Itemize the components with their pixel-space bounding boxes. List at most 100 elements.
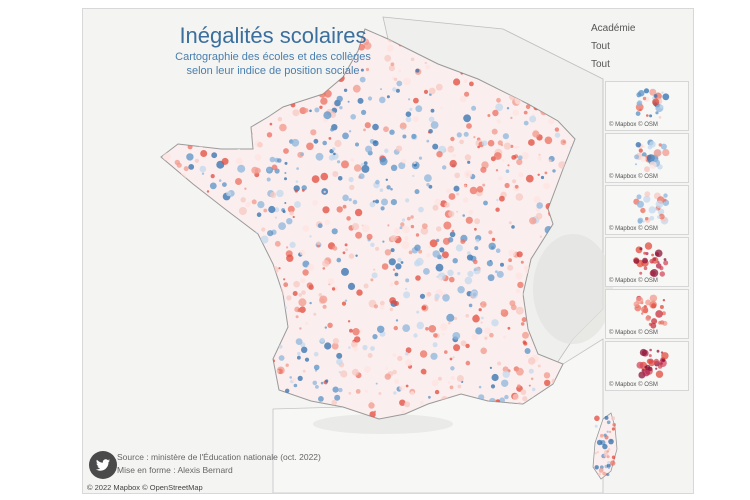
- school-dot: [386, 185, 391, 190]
- school-dot: [178, 227, 186, 236]
- academie-filter-dropdown[interactable]: Tout: [591, 41, 610, 52]
- secondary-filter-dropdown[interactable]: Tout: [591, 59, 610, 70]
- school-dot: [548, 159, 552, 163]
- school-dot: [235, 157, 243, 165]
- school-dot: [447, 321, 451, 325]
- map-frame[interactable]: Inégalités scolaires Cartographie des éc…: [82, 8, 694, 494]
- school-dot: [604, 415, 609, 420]
- inset-dot: [633, 301, 640, 307]
- school-dot: [198, 282, 205, 289]
- school-dot: [348, 253, 355, 259]
- school-dot: [176, 393, 182, 398]
- school-dot: [518, 155, 523, 160]
- school-dot: [515, 306, 524, 315]
- school-dot: [250, 295, 258, 303]
- inset-map-6[interactable]: © Mapbox © OSM: [605, 341, 689, 391]
- school-dot: [348, 346, 351, 349]
- school-dot: [459, 139, 464, 145]
- school-dot: [209, 182, 217, 190]
- school-dot: [365, 145, 373, 153]
- school-dot: [289, 95, 296, 102]
- school-dot: [448, 210, 455, 217]
- school-dot: [492, 109, 499, 117]
- school-dot: [392, 369, 397, 375]
- school-dot: [402, 134, 407, 139]
- inset-map-1[interactable]: © Mapbox © OSM: [605, 81, 689, 131]
- school-dot: [603, 433, 607, 437]
- inset-dot: [635, 163, 637, 166]
- school-dot: [436, 238, 440, 242]
- school-dot: [218, 179, 222, 182]
- school-dot: [508, 249, 516, 257]
- school-dot: [332, 171, 339, 177]
- school-dot: [209, 400, 212, 403]
- map-attribution[interactable]: © 2022 Mapbox © OpenStreetMap: [87, 483, 203, 492]
- school-dot: [465, 314, 470, 318]
- inset-map-5-attribution: © Mapbox © OSM: [609, 330, 658, 336]
- school-dot: [161, 360, 163, 368]
- school-dot: [332, 245, 338, 251]
- inset-dot: [659, 305, 664, 309]
- school-dot: [386, 95, 390, 99]
- school-dot: [405, 198, 410, 203]
- school-dot: [196, 387, 201, 391]
- school-dot: [457, 384, 462, 389]
- school-dot: [249, 383, 256, 390]
- school-dot: [300, 152, 305, 157]
- school-dot: [328, 154, 335, 161]
- twitter-icon[interactable]: [89, 451, 117, 479]
- school-dot: [507, 264, 514, 271]
- school-dot: [165, 299, 169, 303]
- school-dot: [278, 355, 285, 361]
- inset-map-2[interactable]: © Mapbox © OSM: [605, 133, 689, 183]
- school-dot: [456, 210, 459, 213]
- school-dot: [447, 269, 454, 276]
- school-dot: [453, 185, 460, 192]
- school-dot: [443, 292, 446, 295]
- school-dot: [291, 377, 296, 383]
- school-dot: [163, 392, 167, 396]
- school-dot: [259, 270, 262, 273]
- inset-dot: [655, 111, 659, 115]
- school-dot: [177, 388, 181, 393]
- school-dot: [453, 316, 458, 321]
- school-dot: [311, 175, 320, 184]
- school-dot: [320, 97, 328, 105]
- school-dot: [602, 471, 606, 476]
- school-dot: [276, 370, 280, 373]
- school-dot: [347, 320, 351, 323]
- school-dot: [327, 278, 335, 285]
- school-dot: [212, 378, 219, 385]
- school-dot: [239, 304, 244, 309]
- school-dot: [465, 360, 471, 366]
- school-dot: [554, 127, 560, 132]
- inset-map-3[interactable]: © Mapbox © OSM: [605, 185, 689, 235]
- inset-dot: [649, 88, 657, 96]
- inset-map-4[interactable]: © Mapbox © OSM: [605, 237, 689, 287]
- school-dot: [453, 78, 461, 86]
- school-dot: [544, 379, 551, 387]
- school-dot: [532, 130, 540, 138]
- school-dot: [428, 184, 433, 189]
- school-dot: [403, 77, 411, 86]
- school-dot: [611, 455, 616, 460]
- school-dot: [509, 300, 516, 307]
- school-dot: [502, 159, 505, 162]
- school-dot: [165, 194, 172, 201]
- school-dot: [221, 114, 227, 120]
- school-dot: [244, 263, 249, 267]
- school-dot: [175, 270, 178, 273]
- map-canvas[interactable]: [83, 9, 693, 493]
- school-dot: [414, 244, 421, 251]
- school-dot: [161, 245, 167, 251]
- school-dot: [372, 200, 376, 203]
- school-dot: [465, 343, 470, 349]
- school-dot: [226, 242, 230, 245]
- inset-dot: [653, 358, 659, 364]
- inset-dot: [663, 193, 668, 198]
- school-dot: [440, 323, 448, 331]
- school-dot: [518, 172, 524, 178]
- inset-map-5[interactable]: © Mapbox © OSM: [605, 289, 689, 339]
- school-dot: [396, 236, 399, 239]
- school-dot: [451, 229, 455, 233]
